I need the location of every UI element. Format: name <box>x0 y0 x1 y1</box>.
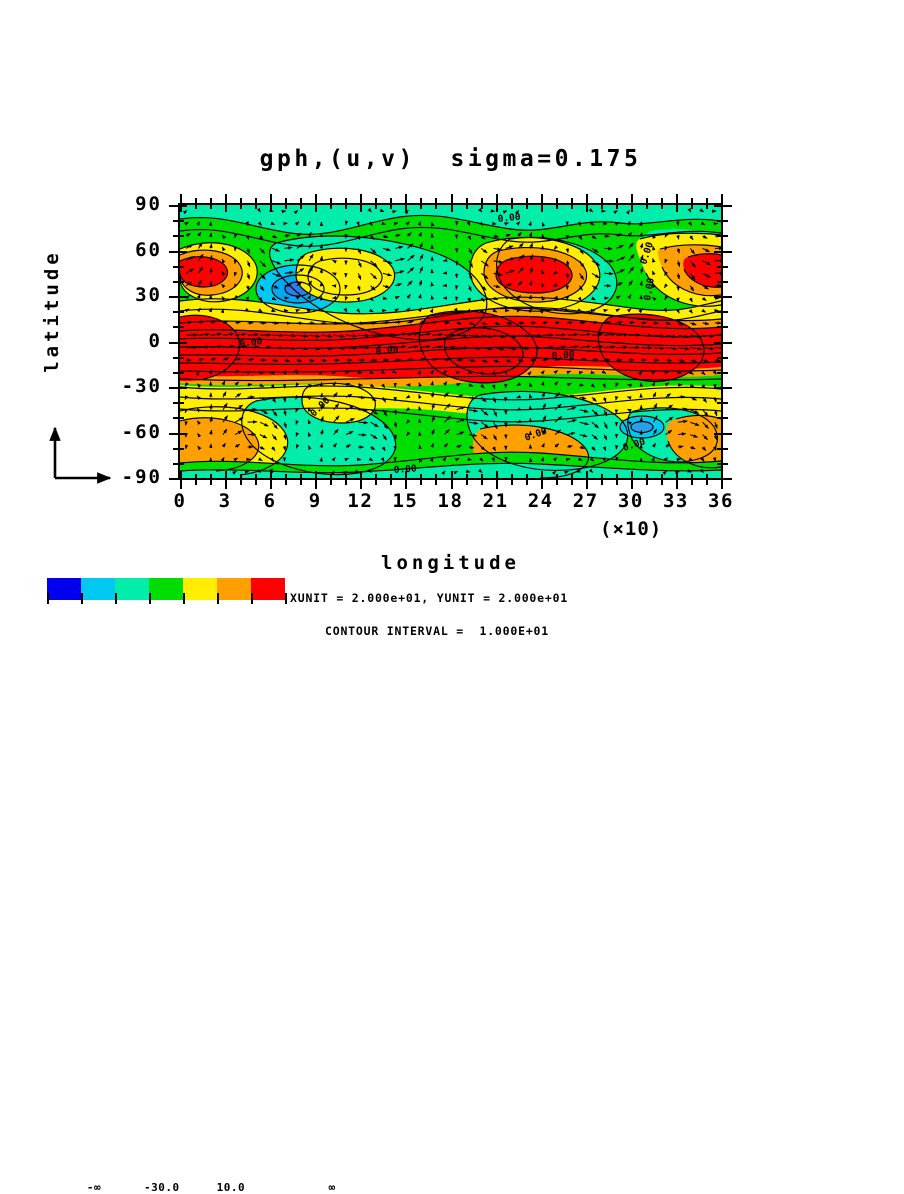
contour-interval-annotation: CONTOUR INTERVAL = 1.000E+01 <box>325 624 549 638</box>
x-tick-label: 36 <box>691 490 751 512</box>
y-axis-title: latitude <box>41 231 63 391</box>
colorbar-tick <box>183 593 185 604</box>
x-axis-multiplier: (×10) <box>600 518 740 540</box>
vector-reference-key <box>48 418 120 484</box>
colorbar-tick <box>149 593 151 604</box>
colorbar-tick <box>285 593 287 604</box>
colorbar-label: 10.0 <box>201 1181 261 1194</box>
x-axis-title: longitude <box>178 552 723 574</box>
colorbar-tick <box>115 593 117 604</box>
colorbar-tick <box>217 593 219 604</box>
figure-canvas: gph,(u,v) sigma=0.175 <box>0 0 904 654</box>
colorbar-tick <box>47 593 49 604</box>
colorbar-tick <box>251 593 253 604</box>
unit-annotation: XUNIT = 2.000e+01, YUNIT = 2.000e+01 <box>290 591 568 605</box>
colorbar-label: -∞ <box>64 1181 124 1194</box>
colorbar-label: ∞ <box>302 1181 362 1194</box>
colorbar-tick <box>81 593 83 604</box>
colorbar-label: -30.0 <box>132 1181 192 1194</box>
